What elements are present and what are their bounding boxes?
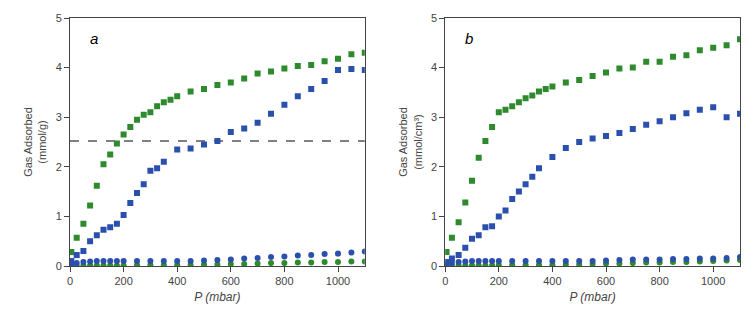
svg-text:0: 0	[442, 275, 448, 287]
svg-text:800: 800	[650, 275, 668, 287]
svg-text:0: 0	[67, 275, 73, 287]
svg-text:1: 1	[431, 210, 437, 222]
svg-text:2: 2	[56, 161, 62, 173]
svg-text:200: 200	[490, 275, 508, 287]
svg-text:a: a	[90, 30, 98, 47]
svg-text:0: 0	[56, 260, 62, 272]
svg-text:2: 2	[431, 161, 437, 173]
svg-text:P (mbar): P (mbar)	[194, 290, 240, 304]
svg-text:4: 4	[56, 61, 62, 73]
svg-text:200: 200	[114, 275, 132, 287]
svg-text:P (mbar): P (mbar)	[569, 290, 615, 304]
svg-text:800: 800	[275, 275, 293, 287]
svg-text:b: b	[465, 30, 473, 47]
svg-text:0: 0	[431, 260, 437, 272]
svg-text:400: 400	[543, 275, 561, 287]
svg-text:1: 1	[56, 210, 62, 222]
svg-text:Gas Adsorbed(mmol/g): Gas Adsorbed(mmol/g)	[22, 107, 48, 177]
svg-text:5: 5	[431, 12, 437, 24]
svg-text:5: 5	[56, 12, 62, 24]
svg-text:Gas Adsorbed(mmol/cm³): Gas Adsorbed(mmol/cm³)	[397, 107, 423, 177]
svg-text:600: 600	[222, 275, 240, 287]
svg-text:3: 3	[56, 111, 62, 123]
svg-text:1000: 1000	[701, 275, 725, 287]
svg-text:600: 600	[597, 275, 615, 287]
svg-text:400: 400	[168, 275, 186, 287]
svg-text:1000: 1000	[326, 275, 350, 287]
svg-text:4: 4	[431, 61, 437, 73]
svg-text:3: 3	[431, 111, 437, 123]
